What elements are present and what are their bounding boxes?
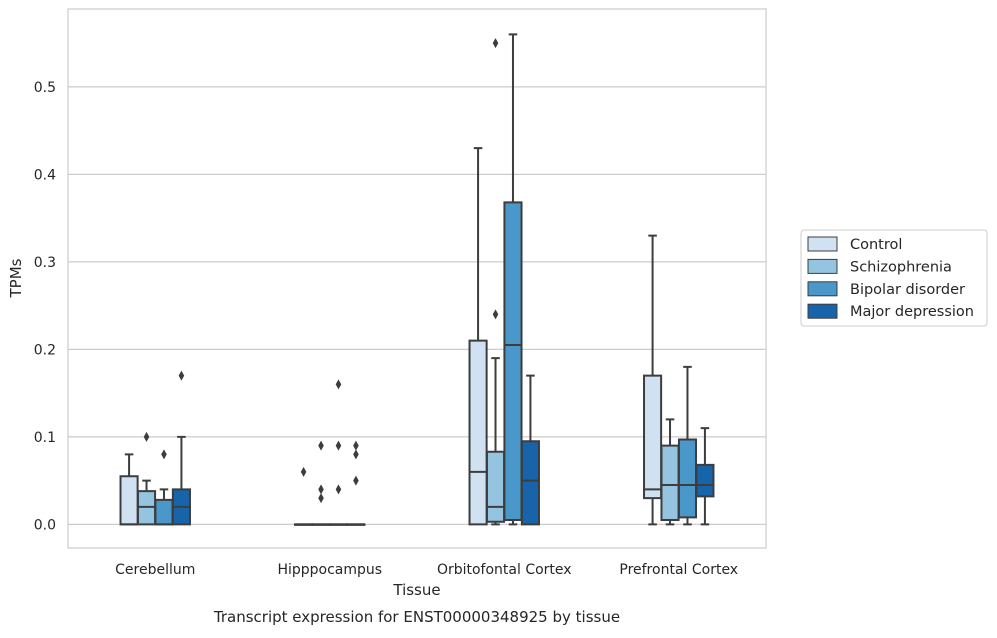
box bbox=[660, 444, 680, 521]
x-axis-label: Tissue bbox=[392, 581, 440, 599]
outlier-point bbox=[318, 493, 324, 504]
y-axis-label: TPMs bbox=[7, 258, 25, 298]
legend-swatch bbox=[807, 303, 838, 319]
outlier-point bbox=[318, 440, 324, 451]
x-ticks: Cerebellum Hipppocampus Orbitofontal Corte… bbox=[115, 562, 738, 578]
legend-swatch bbox=[807, 258, 838, 274]
box-group bbox=[346, 440, 366, 526]
outlier-point bbox=[178, 370, 185, 381]
box-group bbox=[294, 466, 314, 526]
plot-frame bbox=[67, 8, 767, 549]
outlier-point bbox=[492, 38, 499, 49]
box bbox=[520, 440, 540, 526]
y-tick-label: 0.4 bbox=[34, 167, 56, 183]
box-group bbox=[677, 365, 698, 526]
x-tick-label: Orbitofontal Cortex bbox=[437, 562, 572, 578]
box-group bbox=[485, 38, 506, 526]
box-group bbox=[520, 374, 540, 526]
box-group bbox=[503, 33, 523, 526]
outlier-point bbox=[492, 309, 499, 320]
box bbox=[119, 475, 139, 526]
box-group bbox=[328, 379, 349, 526]
box bbox=[643, 374, 663, 500]
y-tick-label: 0.5 bbox=[34, 80, 56, 96]
box-group bbox=[119, 453, 139, 526]
y-ticks: 0.0 0.1 0.2 0.3 0.4 0.5 bbox=[34, 80, 56, 534]
legend: Control Schizophrenia Bipolar disorder Majo… bbox=[800, 229, 988, 327]
legend-label: Control bbox=[850, 237, 902, 253]
boxes bbox=[119, 33, 715, 526]
legend-frame bbox=[800, 229, 988, 327]
box-group bbox=[643, 234, 663, 526]
outlier-point bbox=[353, 475, 359, 486]
box bbox=[503, 201, 523, 521]
outlier-point bbox=[335, 440, 342, 451]
box-group bbox=[136, 431, 157, 526]
outlier-point bbox=[143, 431, 150, 442]
outlier-point bbox=[353, 440, 359, 451]
box bbox=[677, 438, 698, 519]
outlier-point bbox=[335, 379, 342, 390]
box-group bbox=[311, 440, 331, 526]
y-tick-label: 0.3 bbox=[34, 255, 56, 271]
y-tick-label: 0.2 bbox=[34, 342, 56, 358]
box-group bbox=[468, 147, 488, 526]
box bbox=[468, 339, 488, 526]
box bbox=[485, 450, 506, 523]
x-tick-label: Prefrontal Cortex bbox=[619, 562, 738, 578]
legend-label: Major depression bbox=[850, 304, 974, 320]
outlier-point bbox=[161, 449, 167, 460]
box-group bbox=[660, 418, 680, 526]
legend-swatch bbox=[807, 281, 838, 297]
outlier-point bbox=[318, 484, 324, 495]
outlier-point bbox=[335, 484, 342, 495]
legend-swatch bbox=[807, 236, 838, 252]
x-tick-label: Hipppocampus bbox=[277, 562, 382, 578]
box-group bbox=[171, 370, 191, 526]
outlier-point bbox=[300, 466, 307, 477]
box bbox=[695, 463, 715, 498]
y-tick-label: 0.0 bbox=[34, 517, 56, 533]
legend-label: Schizophrenia bbox=[850, 259, 952, 275]
box-group bbox=[154, 449, 174, 526]
outlier-point bbox=[353, 449, 359, 460]
box-group bbox=[695, 427, 715, 526]
legend-label: Bipolar disorder bbox=[850, 282, 965, 298]
x-tick-label: Cerebellum bbox=[115, 562, 195, 578]
box bbox=[154, 498, 174, 526]
chart-caption: Transcript expression for ENST0000034892… bbox=[213, 608, 620, 626]
y-tick-label: 0.1 bbox=[34, 430, 56, 446]
